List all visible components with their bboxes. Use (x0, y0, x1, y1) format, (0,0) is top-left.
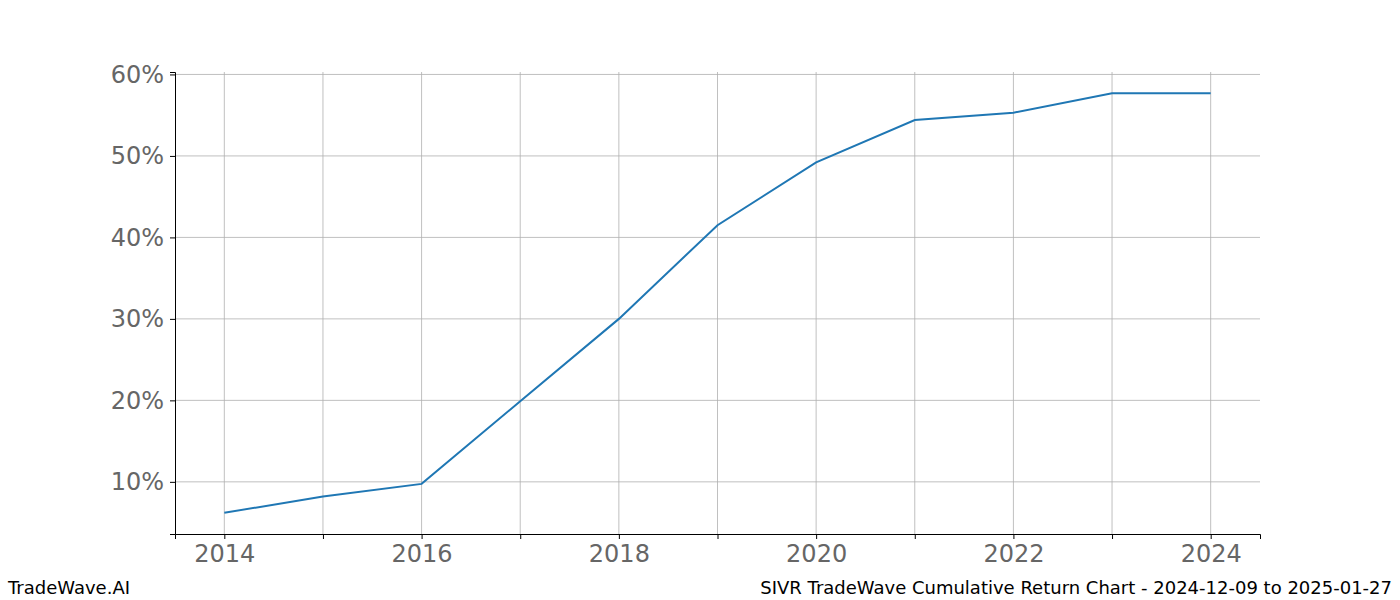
tick: 30% (111, 305, 175, 333)
tick-mark (718, 534, 719, 539)
tick (915, 534, 916, 539)
grid-line (618, 72, 619, 534)
tick-mark (170, 319, 175, 320)
grid-line (914, 72, 915, 534)
tick: 2020 (786, 534, 847, 568)
series-line (224, 93, 1210, 513)
tick-label: 50% (111, 142, 164, 170)
tick-label: 60% (111, 61, 164, 89)
tick-mark (170, 156, 175, 157)
tick-mark (224, 534, 225, 539)
grid-line (175, 400, 1260, 401)
tick (1112, 534, 1113, 539)
grid-line (520, 72, 521, 534)
grid-line (224, 72, 225, 534)
y-axis: 10% 20% 30% 40% 50% 60% (111, 61, 176, 535)
tick-label: 2018 (589, 540, 650, 568)
grid-line (175, 481, 1260, 482)
grid (175, 72, 1260, 534)
tick: 2014 (194, 534, 255, 568)
tick-mark (170, 237, 175, 238)
tick-label: 40% (111, 224, 164, 252)
plot-area (224, 93, 1210, 513)
tick: 40% (111, 224, 175, 252)
tick: 2016 (392, 534, 453, 568)
tick-mark (323, 534, 324, 539)
tick-label: 2022 (983, 540, 1044, 568)
grid-line (717, 72, 718, 534)
watermark: TradeWave.AI (7, 577, 130, 598)
grid-line (175, 318, 1260, 319)
tick-mark (619, 534, 620, 539)
tick-label: 20% (111, 387, 164, 415)
tick-mark (170, 400, 175, 401)
grid-line (322, 72, 323, 534)
axis-line (176, 535, 1261, 540)
tick-label: 10% (111, 468, 164, 496)
title: SIVR TradeWave Cumulative Return Chart -… (760, 577, 1392, 598)
tick: 2018 (589, 534, 650, 568)
tick: 50% (111, 142, 175, 170)
tick-label: 30% (111, 305, 164, 333)
tick: 20% (111, 387, 175, 415)
tick-label: 2016 (392, 540, 453, 568)
tick (520, 534, 521, 539)
tick-mark (1112, 534, 1113, 539)
x-axis: 2014 2016 2018 2020 2022 2024 (176, 534, 1261, 568)
tick-mark (170, 482, 175, 483)
tick (323, 534, 324, 539)
grid-line (1112, 72, 1113, 534)
grid-line (175, 155, 1260, 156)
tick-label: 2020 (786, 540, 847, 568)
grid-line (175, 74, 1260, 75)
tick-mark (816, 534, 817, 539)
tick-mark (915, 534, 916, 539)
tick-mark (1211, 534, 1212, 539)
tick-mark (170, 74, 175, 75)
tick-mark (520, 534, 521, 539)
grid-line (421, 72, 422, 534)
tick: 10% (111, 468, 175, 496)
tick (718, 534, 719, 539)
tick: 60% (111, 61, 175, 89)
grid-line (175, 237, 1260, 238)
tick-mark (422, 534, 423, 539)
tick: 2022 (983, 534, 1044, 568)
grid-line (816, 72, 817, 534)
tick-mark (1013, 534, 1014, 539)
chart: 2014 2016 2018 2020 2022 2024 10% 20% 30% 40% 50% 6… (0, 0, 1400, 600)
axis-line (170, 73, 176, 535)
tick-label: 2024 (1181, 540, 1242, 568)
tick-label: 2014 (194, 540, 255, 568)
grid-line (1210, 72, 1211, 534)
tick: 2024 (1181, 534, 1242, 568)
grid-line (1013, 72, 1014, 534)
